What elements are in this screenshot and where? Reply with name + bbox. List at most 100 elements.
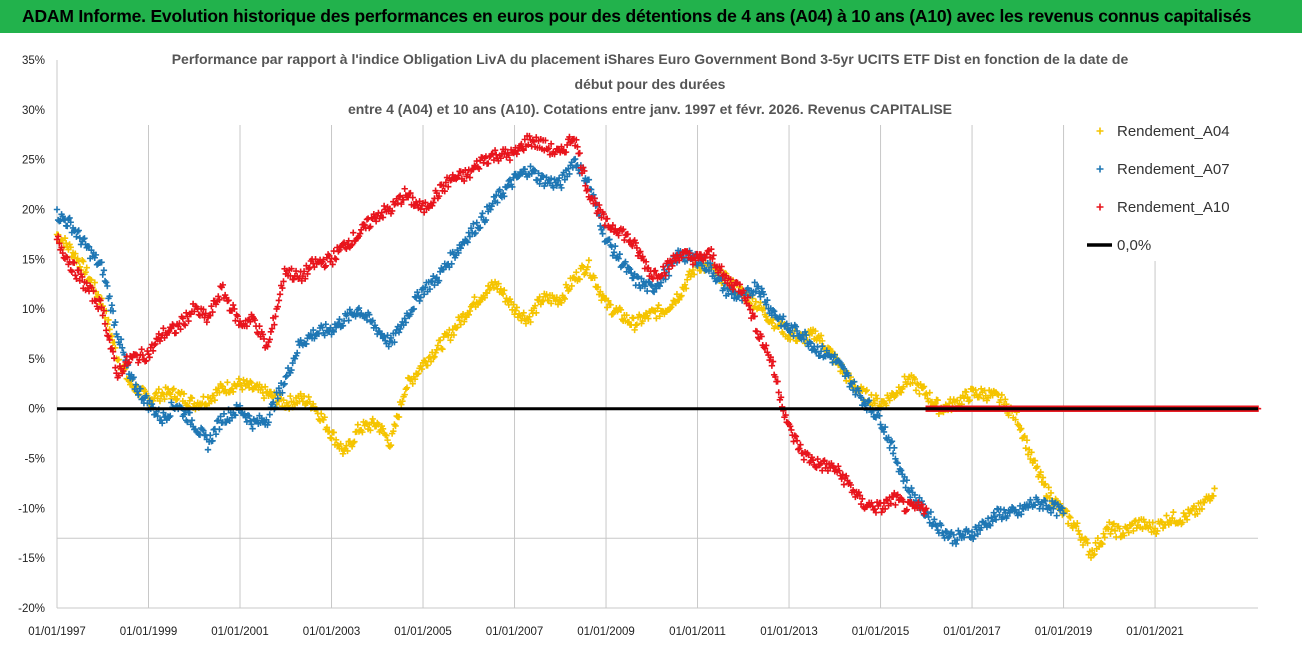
data-point bbox=[597, 288, 604, 295]
series-Rendement_A07 bbox=[53, 155, 1067, 548]
data-point bbox=[466, 307, 474, 315]
data-point bbox=[380, 202, 388, 210]
data-point bbox=[426, 285, 434, 293]
data-point bbox=[487, 206, 494, 213]
data-point bbox=[775, 389, 782, 396]
data-point bbox=[656, 312, 663, 320]
data-point bbox=[302, 275, 309, 282]
report-title-banner: ADAM Informe. Evolution historique des p… bbox=[0, 0, 1302, 33]
data-point bbox=[1072, 523, 1080, 530]
data-point bbox=[97, 297, 104, 304]
data-point bbox=[467, 224, 475, 232]
data-point bbox=[145, 351, 152, 358]
data-point bbox=[582, 269, 589, 277]
data-point bbox=[531, 167, 539, 175]
data-point bbox=[657, 279, 665, 286]
data-point bbox=[616, 251, 623, 258]
data-point bbox=[211, 396, 219, 404]
data-point bbox=[499, 189, 507, 197]
data-point bbox=[513, 150, 521, 158]
data-point bbox=[541, 182, 548, 190]
data-point bbox=[275, 297, 283, 304]
legend-background bbox=[1066, 111, 1296, 261]
data-point bbox=[926, 519, 933, 526]
data-point bbox=[236, 318, 244, 325]
data-point bbox=[490, 156, 498, 164]
data-point bbox=[339, 450, 347, 457]
data-point bbox=[1163, 512, 1170, 519]
data-point bbox=[889, 450, 897, 457]
data-point bbox=[591, 195, 598, 202]
data-point bbox=[808, 347, 816, 354]
data-point bbox=[350, 439, 357, 446]
data-point bbox=[215, 417, 222, 424]
data-point bbox=[859, 495, 866, 502]
data-point bbox=[676, 296, 683, 303]
series-Rendement_A10 bbox=[53, 132, 930, 517]
data-point bbox=[610, 249, 618, 256]
data-point bbox=[852, 391, 859, 398]
data-point bbox=[926, 389, 933, 396]
data-point bbox=[662, 272, 669, 279]
data-point bbox=[1201, 499, 1208, 506]
data-point bbox=[322, 262, 329, 270]
y-tick-label: -20% bbox=[18, 603, 45, 615]
data-point bbox=[91, 279, 98, 286]
data-point bbox=[760, 291, 768, 298]
data-point bbox=[622, 258, 629, 265]
data-point bbox=[407, 189, 414, 197]
data-point bbox=[510, 149, 517, 157]
data-point bbox=[433, 346, 440, 354]
data-point bbox=[78, 273, 86, 281]
data-point bbox=[718, 263, 725, 270]
y-tick-label: 15% bbox=[22, 254, 45, 266]
data-point bbox=[872, 392, 880, 399]
data-point bbox=[420, 209, 428, 216]
data-point bbox=[668, 258, 675, 266]
data-point bbox=[287, 392, 294, 400]
data-point bbox=[280, 397, 287, 404]
data-point bbox=[751, 313, 758, 320]
data-point bbox=[555, 174, 563, 182]
data-point bbox=[64, 254, 71, 261]
data-point bbox=[1016, 426, 1024, 434]
data-point bbox=[1210, 492, 1217, 500]
y-tick-label: 30% bbox=[22, 105, 45, 117]
data-point bbox=[686, 249, 693, 257]
data-point bbox=[1120, 532, 1128, 539]
data-point bbox=[132, 381, 140, 388]
data-point bbox=[432, 275, 439, 282]
data-point bbox=[109, 307, 117, 315]
data-point bbox=[1008, 503, 1016, 511]
data-point bbox=[1099, 540, 1106, 548]
data-point bbox=[298, 277, 305, 285]
data-point bbox=[871, 400, 879, 407]
data-point bbox=[742, 297, 749, 304]
data-point bbox=[851, 378, 858, 385]
data-point bbox=[796, 445, 803, 452]
data-point bbox=[70, 259, 78, 267]
data-point bbox=[609, 252, 617, 259]
data-point bbox=[1082, 535, 1089, 542]
data-point bbox=[439, 345, 446, 353]
data-point bbox=[398, 401, 405, 408]
data-point bbox=[1045, 484, 1052, 491]
data-point bbox=[379, 425, 387, 433]
data-point bbox=[1108, 526, 1115, 533]
data-point bbox=[655, 302, 662, 309]
data-point bbox=[673, 291, 681, 298]
data-point bbox=[344, 447, 351, 455]
data-point bbox=[340, 239, 348, 246]
data-point bbox=[202, 310, 209, 317]
data-point bbox=[424, 362, 431, 369]
data-point bbox=[647, 281, 654, 288]
data-point bbox=[601, 295, 609, 303]
data-point bbox=[1034, 463, 1041, 470]
data-point bbox=[489, 150, 496, 158]
data-point bbox=[772, 373, 779, 381]
data-point bbox=[75, 227, 82, 234]
data-point bbox=[727, 276, 734, 283]
data-point bbox=[245, 384, 253, 391]
data-point bbox=[144, 347, 151, 355]
data-point bbox=[248, 421, 255, 428]
